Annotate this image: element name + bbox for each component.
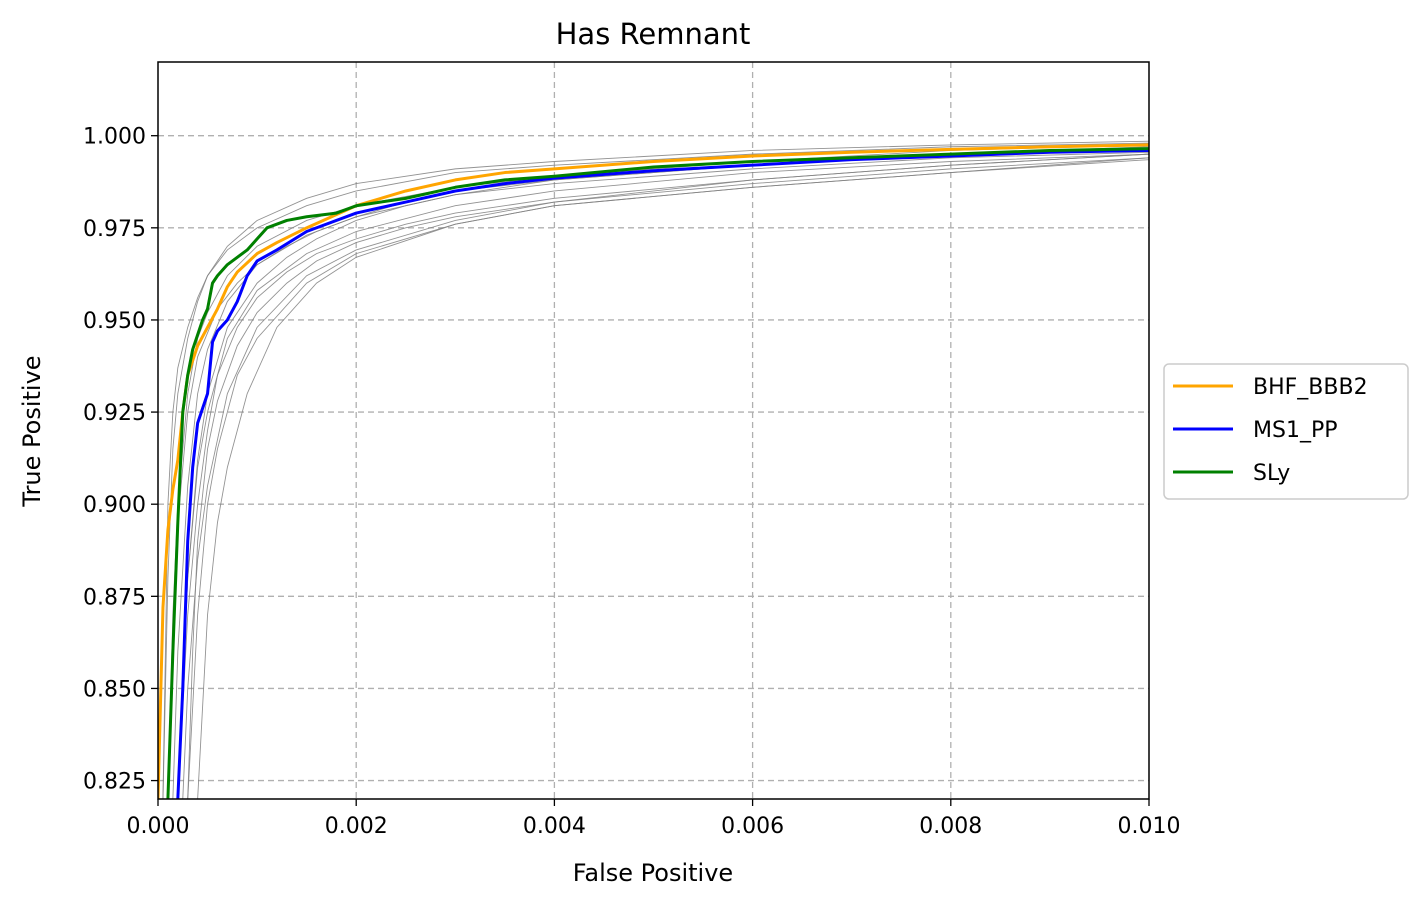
background-curve: [162, 140, 1149, 799]
background-curve: [177, 153, 1149, 799]
background-curve: [177, 151, 1149, 799]
legend-label: BHF_BBB2: [1253, 375, 1368, 400]
x-tick-label: 0.010: [1118, 814, 1181, 839]
background-curve: [197, 159, 1149, 799]
y-tick-label: 0.850: [83, 677, 146, 702]
legend-box: [1163, 363, 1409, 500]
series-lines: [158, 143, 1149, 799]
x-tick-label: 0.004: [523, 814, 586, 839]
y-axis-label: True Positive: [18, 355, 46, 507]
x-tick-label: 0.002: [325, 814, 388, 839]
y-tick-label: 0.900: [83, 493, 146, 518]
series-line-ms1-pp: [176, 148, 1149, 799]
y-tick-label: 0.925: [83, 401, 146, 426]
chart-title: Has Remnant: [556, 17, 751, 51]
legend: BHF_BBB2 MS1_PP SLy: [1163, 363, 1409, 500]
x-tick-label: 0.006: [721, 814, 784, 839]
series-line-bhf-bbb2: [158, 143, 1149, 799]
y-tick-label: 1.000: [83, 125, 146, 150]
series-line-sly: [166, 147, 1149, 799]
x-tick-label: 0.008: [919, 814, 982, 839]
background-curve: [187, 157, 1149, 799]
background-curve: [167, 144, 1149, 799]
legend-label: SLy: [1253, 461, 1290, 486]
plot-frame: [157, 61, 1150, 800]
background-curve: [182, 153, 1149, 799]
background-curve: [167, 146, 1149, 799]
background-curve: [162, 142, 1149, 799]
axis-ticks: 0.000 0.002 0.004 0.006 0.008 0.010 0.825 0.850…: [83, 125, 1180, 839]
grid-lines: [158, 62, 1149, 799]
x-axis-label: False Positive: [573, 859, 733, 887]
background-curve: [172, 148, 1149, 799]
legend-label: MS1_PP: [1253, 418, 1337, 443]
y-tick-label: 0.950: [83, 309, 146, 334]
x-tick-label: 0.000: [127, 814, 190, 839]
y-tick-label: 0.875: [83, 585, 146, 610]
y-tick-label: 0.825: [83, 770, 146, 795]
background-curves: [162, 140, 1149, 799]
y-tick-label: 0.975: [83, 217, 146, 242]
